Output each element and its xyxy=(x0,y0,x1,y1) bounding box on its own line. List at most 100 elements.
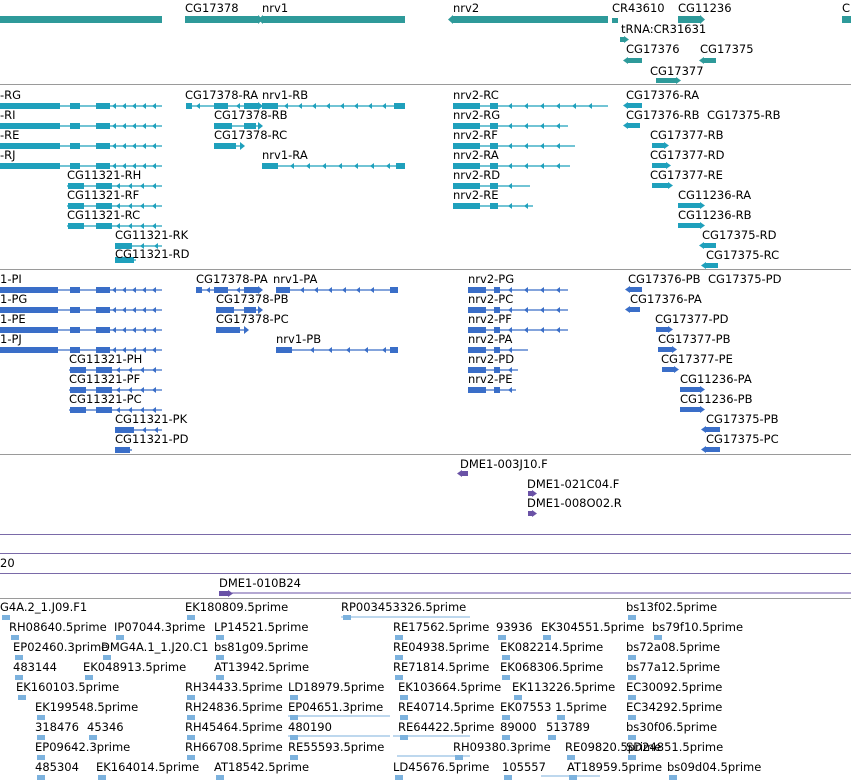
ests-feature-label[interactable]: EK048913.5prime xyxy=(83,660,187,674)
feature-glyph[interactable] xyxy=(37,735,45,740)
genes-feature-label[interactable]: CG17375 xyxy=(700,42,754,56)
feature-glyph[interactable] xyxy=(18,695,26,700)
feature-glyph[interactable] xyxy=(0,143,48,149)
feature-glyph[interactable] xyxy=(567,755,575,760)
feature-glyph[interactable] xyxy=(468,387,516,393)
feature-glyph[interactable] xyxy=(395,635,403,640)
ests-feature-label[interactable]: EC30092.5prime xyxy=(626,680,723,694)
feature-glyph[interactable] xyxy=(15,675,23,680)
feature-glyph[interactable] xyxy=(214,142,245,150)
ests-feature-label[interactable]: EK07553 xyxy=(500,700,552,714)
transcripts-feature-label[interactable]: CG17378-RA xyxy=(185,88,259,102)
feature-glyph[interactable] xyxy=(67,203,162,209)
feature-glyph[interactable] xyxy=(258,15,405,24)
feature-glyph[interactable] xyxy=(0,163,48,169)
ests-feature-label[interactable]: bs81g09.5prime xyxy=(214,640,309,654)
feature-glyph[interactable] xyxy=(11,635,19,640)
feature-glyph[interactable] xyxy=(678,202,705,209)
feature-glyph[interactable] xyxy=(628,615,636,620)
feature-glyph[interactable] xyxy=(658,346,677,353)
ests-feature-label[interactable]: RE09820.5prime xyxy=(565,740,662,754)
feature-glyph[interactable] xyxy=(0,103,48,109)
feature-glyph[interactable] xyxy=(196,286,263,294)
transcripts-feature-label[interactable]: -RG xyxy=(0,88,22,102)
ests-feature-label[interactable]: SD24851.5prime xyxy=(626,740,724,754)
feature-glyph[interactable] xyxy=(69,367,162,373)
ests-feature-label[interactable]: IP07044.3prime xyxy=(114,620,206,634)
proteins-feature-label[interactable]: 1-PG xyxy=(0,292,28,306)
feature-glyph[interactable] xyxy=(502,675,510,680)
transcripts-feature-label[interactable]: CG17375-RC xyxy=(706,248,780,262)
proteins-feature-label[interactable]: CG17377-PB xyxy=(658,332,731,346)
feature-glyph[interactable] xyxy=(628,695,636,700)
proteins-feature-label[interactable]: CG17375-PD xyxy=(708,272,782,286)
transcripts-feature-label[interactable]: CG17377-RB xyxy=(650,128,724,142)
ests-feature-label[interactable]: 45346 xyxy=(87,720,124,734)
feature-glyph[interactable] xyxy=(656,326,673,333)
feature-glyph[interactable] xyxy=(262,163,405,169)
feature-glyph[interactable] xyxy=(498,635,506,640)
ests-feature-label[interactable]: RE64422.5prime xyxy=(398,720,495,734)
feature-glyph[interactable] xyxy=(216,655,224,660)
transcripts-feature-label[interactable]: CG17376-RB xyxy=(626,108,700,122)
feature-glyph[interactable] xyxy=(37,775,45,780)
ests-feature-label[interactable]: bs79f10.5prime xyxy=(652,620,744,634)
feature-glyph[interactable] xyxy=(276,347,398,353)
proteins-feature-label[interactable]: CG11321-PC xyxy=(69,392,142,406)
feature-glyph[interactable] xyxy=(395,675,403,680)
ests-feature-label[interactable]: RH45464.5prime xyxy=(185,720,283,734)
genes-feature-label[interactable]: nrv2 xyxy=(453,1,480,15)
feature-glyph[interactable] xyxy=(115,243,162,249)
proteins-feature-label[interactable]: 1-PJ xyxy=(0,332,22,346)
transcripts-feature-label[interactable]: CG17376-RA xyxy=(626,88,700,102)
proteins-feature-label[interactable]: CG11236-PA xyxy=(680,372,752,386)
feature-glyph[interactable] xyxy=(468,327,568,333)
ests-feature-label[interactable]: EC34292.5prime xyxy=(626,700,723,714)
ests-feature-label[interactable]: RE17562.5prime xyxy=(393,620,490,634)
feature-glyph[interactable] xyxy=(187,735,195,740)
feature-glyph[interactable] xyxy=(69,407,162,413)
feature-glyph[interactable] xyxy=(187,695,195,700)
feature-glyph[interactable] xyxy=(569,775,577,780)
feature-glyph[interactable] xyxy=(680,406,705,413)
ests-feature-label[interactable]: EK082214.5prime xyxy=(500,640,604,654)
transcripts-feature-label[interactable]: CG17377-RD xyxy=(650,148,725,162)
feature-glyph[interactable] xyxy=(453,103,608,109)
transcripts-feature-label[interactable]: CG11236-RA xyxy=(678,188,752,202)
feature-glyph[interactable] xyxy=(514,695,522,700)
feature-glyph[interactable] xyxy=(623,57,642,64)
ests-feature-label[interactable]: LD18979.5prime xyxy=(288,680,385,694)
feature-glyph[interactable] xyxy=(0,287,48,293)
feature-glyph[interactable] xyxy=(623,102,642,109)
feature-glyph[interactable] xyxy=(620,36,629,43)
feature-glyph[interactable] xyxy=(395,775,403,780)
feature-glyph[interactable] xyxy=(0,16,162,23)
feature-glyph[interactable] xyxy=(186,102,263,110)
transcripts-feature-label[interactable]: CG17375-RB xyxy=(707,108,781,122)
proteins-feature-label[interactable]: nrv2-PE xyxy=(468,372,513,386)
genes-feature-label[interactable]: CG11236 xyxy=(678,1,732,15)
proteins-feature-label[interactable]: CG11321-PH xyxy=(69,352,143,366)
ests-feature-label[interactable]: EK068306.5prime xyxy=(500,660,604,674)
proteins-feature-label[interactable]: nrv1-PA xyxy=(273,272,318,286)
ests-feature-label[interactable]: RE04938.5prime xyxy=(393,640,490,654)
ests-feature-label[interactable]: bs77a12.5prime xyxy=(626,660,721,674)
ests-feature-label[interactable]: bs72a08.5prime xyxy=(626,640,721,654)
feature-glyph[interactable] xyxy=(528,510,537,517)
ests-feature-label[interactable]: 480190 xyxy=(288,720,332,734)
feature-glyph[interactable] xyxy=(468,347,528,353)
feature-glyph[interactable] xyxy=(625,286,642,293)
proteins-feature-label[interactable]: CG11321-PK xyxy=(115,412,188,426)
ests-feature-label[interactable]: RH34433.5prime xyxy=(185,680,283,694)
feature-glyph[interactable] xyxy=(656,77,681,84)
ests-feature-label[interactable]: EK164014.5prime xyxy=(96,760,200,774)
feature-glyph[interactable] xyxy=(276,287,398,293)
genes-feature-label[interactable]: CG17376 xyxy=(626,42,680,56)
transcripts-feature-label[interactable]: CG11321-RC xyxy=(67,208,141,222)
ests-feature-label[interactable]: AT18959.5prime xyxy=(567,760,663,774)
feature-glyph[interactable] xyxy=(502,655,510,660)
proteins-feature-label[interactable]: CG17376-PA xyxy=(630,292,702,306)
proteins-feature-label[interactable]: CG17378-PA xyxy=(196,272,268,286)
feature-glyph[interactable] xyxy=(699,57,716,64)
feature-glyph[interactable] xyxy=(89,735,97,740)
